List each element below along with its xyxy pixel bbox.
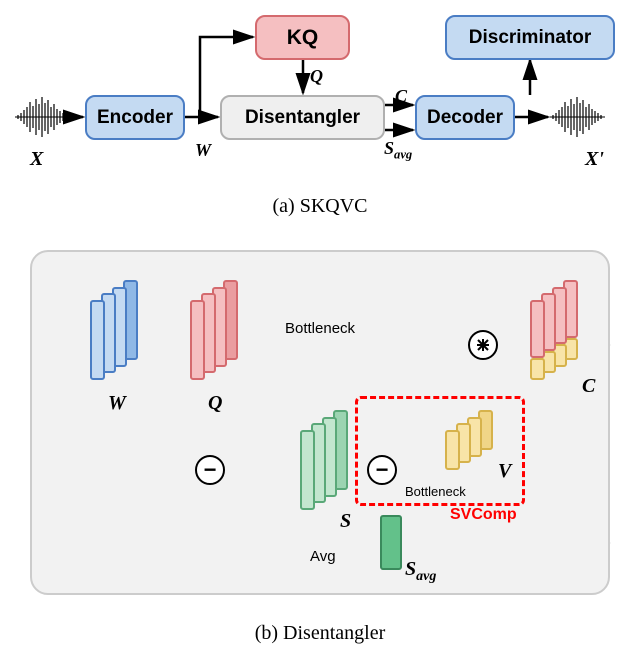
label-savg: Savg	[384, 138, 412, 163]
bottleneck-label-1: Bottleneck	[285, 320, 355, 337]
label-x: X	[30, 148, 43, 171]
caption-a: (a) SKQVC	[0, 195, 640, 218]
bottleneck-label-2: Bottleneck	[405, 484, 466, 499]
kq-box: KQ	[255, 15, 350, 60]
decoder-box: Decoder	[415, 95, 515, 140]
encoder-box: Encoder	[85, 95, 185, 140]
disentangler-box: Disentangler	[220, 95, 385, 140]
label-savg-b: Savg	[405, 558, 436, 585]
avg-label: Avg	[310, 548, 336, 565]
concat-op	[468, 330, 498, 360]
label-xprime: X'	[585, 148, 604, 171]
label-s-b: S	[340, 510, 351, 533]
label-w: W	[195, 140, 211, 161]
label-c-b: C	[582, 375, 595, 398]
svcomp-label: SVComp	[450, 506, 517, 524]
label-q-b: Q	[208, 392, 222, 415]
minus-op-1: −	[195, 455, 225, 485]
discriminator-box: Discriminator	[445, 15, 615, 60]
label-q: Q	[310, 66, 323, 87]
label-c: C	[395, 86, 407, 107]
label-w-b: W	[108, 392, 126, 415]
caption-b: (b) Disentangler	[0, 622, 640, 645]
label-v-b: V	[498, 460, 511, 483]
minus-op-2: −	[367, 455, 397, 485]
diagram-root: Encoder KQ Disentangler Decoder Discrimi…	[0, 0, 640, 665]
